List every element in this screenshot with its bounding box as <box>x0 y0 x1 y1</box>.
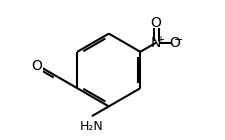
Text: H₂N: H₂N <box>79 120 103 133</box>
Text: N: N <box>150 36 161 50</box>
Text: O: O <box>150 16 161 30</box>
Text: O: O <box>169 36 180 50</box>
Text: O: O <box>31 59 41 73</box>
Text: +: + <box>155 35 163 45</box>
Text: −: − <box>173 35 182 45</box>
